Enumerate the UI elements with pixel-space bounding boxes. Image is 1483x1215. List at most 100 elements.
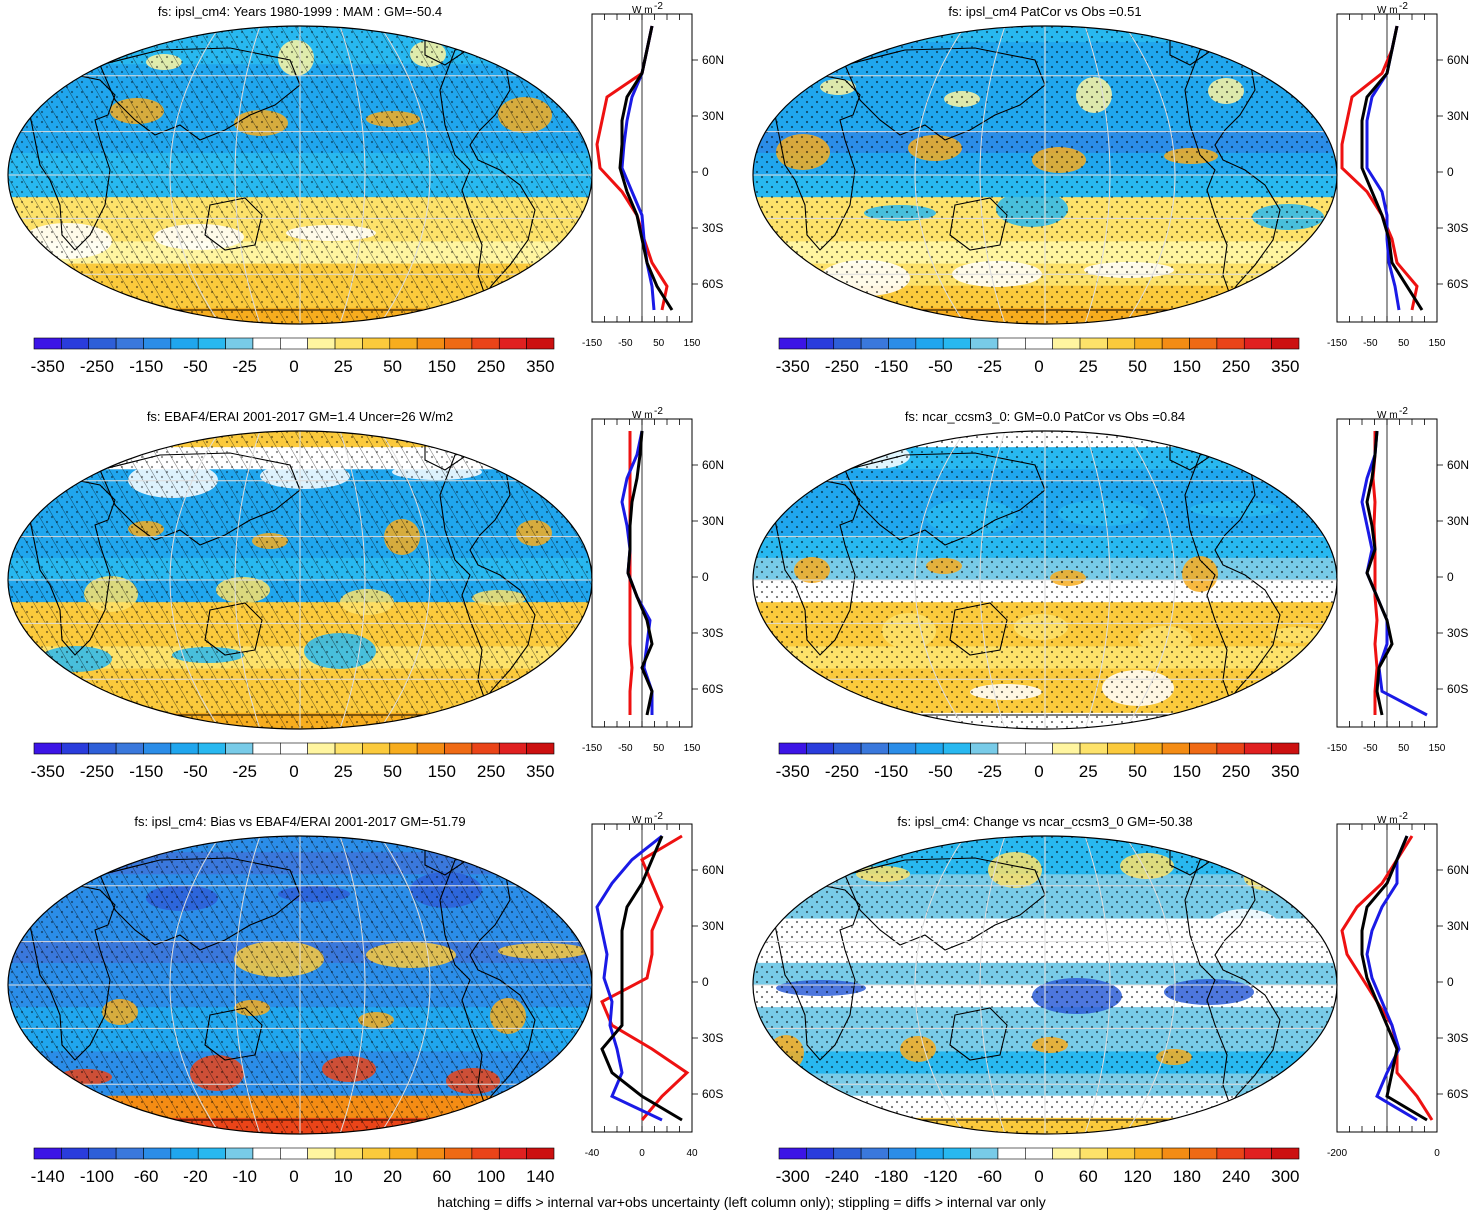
colorbar-swatch <box>1052 1147 1081 1160</box>
colorbar-swatch <box>915 337 944 350</box>
graticule-lon <box>1124 431 1176 729</box>
lat-label: 60S <box>1447 277 1468 291</box>
lat-label: 0 <box>702 165 709 179</box>
colorbar-swatch <box>170 337 199 350</box>
profile-plot: W m -2 60N 30N 0 30S 60S -150 -50 50 150 <box>1327 406 1469 754</box>
colorbar-swatch <box>362 337 391 350</box>
colorbar-swatch <box>170 1147 199 1160</box>
colorbar-swatch <box>143 337 172 350</box>
colorbar-swatch <box>1025 742 1053 755</box>
colorbar-swatch <box>1161 1147 1190 1160</box>
colorbar-swatch <box>280 1147 308 1160</box>
graticule-lon <box>234 836 261 1134</box>
colorbar-swatch <box>225 742 254 755</box>
colorbar-label: 0 <box>289 357 298 376</box>
colorbar-swatch <box>1271 1147 1300 1160</box>
unit-label: W m <box>632 5 653 16</box>
graticule-lon <box>979 26 1006 324</box>
unit-superscript: -2 <box>654 1 663 12</box>
colorbar-swatch <box>1025 337 1053 350</box>
lat-label: 30S <box>702 1031 723 1045</box>
colorbar-swatch <box>970 337 999 350</box>
graticule-lon <box>914 836 966 1134</box>
colorbar-swatch <box>197 337 226 350</box>
zonal-profile: W m -2 60N 30N 0 30S 60S -150 -50 50 150 <box>1327 1 1469 349</box>
colorbar-label: -300 <box>776 1167 810 1186</box>
colorbar-label: -25 <box>977 357 1002 376</box>
world-map <box>7 25 593 325</box>
profile-plot: W m -2 60N 30N 0 30S 60S -150 -50 50 150 <box>1327 1 1469 349</box>
colorbar-label: 20 <box>383 1167 402 1186</box>
graticule-lon <box>339 26 366 324</box>
lat-label: 30N <box>1447 919 1469 933</box>
unit-label: W m <box>1377 410 1398 421</box>
colorbar-label: -250 <box>825 357 859 376</box>
lat-label: 30N <box>702 109 724 123</box>
x-tick-label: 50 <box>1398 338 1410 349</box>
colorbar-label: 25 <box>1079 357 1098 376</box>
colorbar-label: 0 <box>1034 762 1043 781</box>
colorbar-label: 60 <box>432 1167 451 1186</box>
colorbar-swatch <box>334 1147 363 1160</box>
colorbar-label: -100 <box>80 1167 114 1186</box>
colorbar-swatch <box>888 337 917 350</box>
colorbar: -300 -240 -180 -120 -60 0 60 120 180 240 300 <box>776 1147 1300 1186</box>
zonal-profile: W m -2 60N 30N 0 30S 60S -150 -50 50 150 <box>582 406 724 754</box>
colorbar-swatch <box>1134 337 1163 350</box>
colorbar-swatch <box>389 742 418 755</box>
colorbar-swatch <box>860 1147 889 1160</box>
colorbar-swatch <box>498 1147 527 1160</box>
colorbar-swatch <box>778 742 807 755</box>
colorbar-label: 50 <box>1128 762 1147 781</box>
colorbar-swatch <box>389 337 418 350</box>
lat-label: 0 <box>1447 975 1454 989</box>
colorbar-swatch <box>970 1147 999 1160</box>
map-field <box>8 431 592 729</box>
colorbar-swatch <box>307 1147 336 1160</box>
colorbar-label: -50 <box>928 357 953 376</box>
profile-plot: W m -2 60N 30N 0 30S 60S -150 -50 50 150 <box>582 406 724 754</box>
colorbar-swatch <box>33 337 62 350</box>
x-tick-label: -50 <box>1363 743 1378 754</box>
colorbar-swatch <box>1079 1147 1108 1160</box>
unit-label: W m <box>632 410 653 421</box>
colorbar-label: 50 <box>383 762 402 781</box>
lat-label: 30S <box>1447 221 1468 235</box>
colorbar-label: 0 <box>1034 1167 1043 1186</box>
colorbar-swatch <box>334 742 363 755</box>
obs-line-red <box>1340 25 1419 311</box>
colorbar-swatch <box>806 742 835 755</box>
model-line-black <box>1365 430 1394 716</box>
colorbar-label: -20 <box>183 1167 208 1186</box>
colorbar-swatch <box>1216 337 1245 350</box>
colorbar-swatch <box>33 1147 62 1160</box>
x-tick-label: 150 <box>684 338 701 349</box>
unit-label: W m <box>1377 815 1398 826</box>
colorbar-label: -150 <box>129 762 163 781</box>
colorbar-label: -150 <box>874 762 908 781</box>
colorbar-label: 250 <box>477 762 505 781</box>
obs-line-blue <box>1365 835 1418 1122</box>
colorbar-label: 250 <box>477 357 505 376</box>
colorbar-swatch <box>1271 742 1300 755</box>
colorbar-swatch <box>970 742 999 755</box>
colorbar-label: -150 <box>874 357 908 376</box>
zonal-profile: W m -2 60N 30N 0 30S 60S -40 0 40 <box>585 811 724 1159</box>
lat-label: 60S <box>702 682 723 696</box>
lat-label: 60N <box>702 863 724 877</box>
colorbar-swatch <box>1243 337 1272 350</box>
colorbar-label: 0 <box>1034 357 1043 376</box>
graticule-lon <box>1124 836 1176 1134</box>
obs-line-red <box>595 25 669 311</box>
colorbar-swatch <box>444 742 473 755</box>
colorbar-swatch <box>1107 742 1136 755</box>
panel-ncar-patcor: fs: ncar_ccsm3_0: GM=0.0 PatCor vs Obs =… <box>745 405 1483 800</box>
zonal-profile: W m -2 60N 30N 0 30S 60S -150 -50 50 150 <box>1327 406 1469 754</box>
colorbar-label: -350 <box>776 357 810 376</box>
colorbar-swatch <box>526 1147 555 1160</box>
x-tick-label: -50 <box>618 743 633 754</box>
colorbar-label: 150 <box>1173 357 1201 376</box>
colorbar-label: -60 <box>134 1167 159 1186</box>
colorbar: -140 -100 -60 -20 -10 0 10 20 60 100 140 <box>31 1147 555 1186</box>
colorbar-label: -240 <box>825 1167 859 1186</box>
